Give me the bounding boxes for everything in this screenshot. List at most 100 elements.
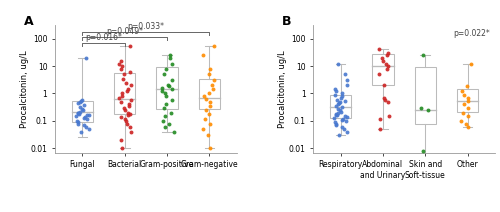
Text: A: A <box>24 15 34 28</box>
Point <box>460 103 468 106</box>
Point <box>166 53 174 57</box>
Point <box>202 97 209 100</box>
Point <box>331 87 339 90</box>
Point <box>82 125 90 129</box>
Point <box>202 108 210 112</box>
Point <box>117 115 125 119</box>
Point <box>200 94 208 98</box>
Point <box>467 62 475 66</box>
Bar <box>114 73 136 114</box>
Point <box>335 134 343 137</box>
Point <box>160 106 168 110</box>
Point <box>343 115 351 119</box>
Point <box>464 125 472 129</box>
Point <box>338 125 346 129</box>
Text: p=0.033*: p=0.033* <box>128 22 164 31</box>
Y-axis label: Procalcitonin, ug/L: Procalcitonin, ug/L <box>20 50 29 128</box>
Point <box>338 118 346 121</box>
Point <box>78 98 86 101</box>
Point <box>80 116 88 120</box>
Point <box>80 123 88 127</box>
Point <box>122 119 130 123</box>
Point <box>160 92 168 95</box>
Point <box>204 134 212 137</box>
Point <box>161 125 169 129</box>
Point <box>158 86 166 89</box>
Point <box>118 147 126 150</box>
Point <box>204 92 212 95</box>
Text: p=0.022*: p=0.022* <box>453 29 490 38</box>
Point <box>209 87 217 90</box>
Point <box>342 84 350 87</box>
Point <box>168 88 175 91</box>
Point <box>330 120 338 124</box>
Point <box>124 87 132 90</box>
Point <box>122 117 130 120</box>
Point <box>85 114 93 117</box>
Point <box>125 104 133 108</box>
Point <box>334 111 342 114</box>
Point <box>118 67 126 70</box>
Point <box>162 94 170 98</box>
Point <box>72 114 80 118</box>
Point <box>330 93 338 96</box>
Point <box>204 73 212 76</box>
Point <box>206 112 214 116</box>
Point <box>168 79 176 82</box>
Point <box>126 125 134 129</box>
Point <box>420 53 428 57</box>
Point <box>341 114 349 118</box>
Point <box>77 130 85 134</box>
Point <box>342 119 349 123</box>
Text: B: B <box>282 15 292 28</box>
Point <box>168 98 176 101</box>
Point <box>74 101 82 105</box>
Point <box>343 79 351 82</box>
Point <box>208 84 216 87</box>
Point <box>124 90 132 93</box>
Point <box>340 127 348 131</box>
Point <box>74 112 82 115</box>
Text: p=0.049*: p=0.049* <box>106 27 144 36</box>
Point <box>458 119 466 123</box>
Point <box>332 122 340 125</box>
Point <box>118 94 126 98</box>
Bar <box>156 67 178 109</box>
Point <box>115 96 123 99</box>
Point <box>419 149 427 153</box>
Point <box>118 92 126 95</box>
Point <box>376 47 384 51</box>
Point <box>74 111 82 114</box>
Point <box>330 116 338 120</box>
Point <box>79 108 87 112</box>
Point <box>206 122 214 125</box>
Point <box>162 103 170 106</box>
Point <box>78 107 86 110</box>
Point <box>168 111 175 114</box>
Point <box>340 117 347 120</box>
Point <box>206 67 214 70</box>
Point <box>332 123 340 127</box>
Point <box>341 73 349 76</box>
Point <box>384 114 392 118</box>
Point <box>124 114 132 117</box>
Point <box>122 81 130 84</box>
Point <box>126 103 134 106</box>
Point <box>198 53 206 57</box>
Point <box>117 100 125 103</box>
Point <box>337 110 345 113</box>
Point <box>332 113 340 116</box>
Point <box>206 100 214 103</box>
Point <box>338 94 346 98</box>
Point <box>126 70 134 74</box>
Point <box>334 107 342 110</box>
Point <box>126 130 134 134</box>
Point <box>159 119 167 123</box>
Point <box>335 101 343 105</box>
Point <box>462 122 470 125</box>
Point <box>166 56 174 59</box>
Point <box>84 117 92 120</box>
Point <box>166 122 173 125</box>
Point <box>74 120 82 124</box>
Point <box>120 73 128 76</box>
